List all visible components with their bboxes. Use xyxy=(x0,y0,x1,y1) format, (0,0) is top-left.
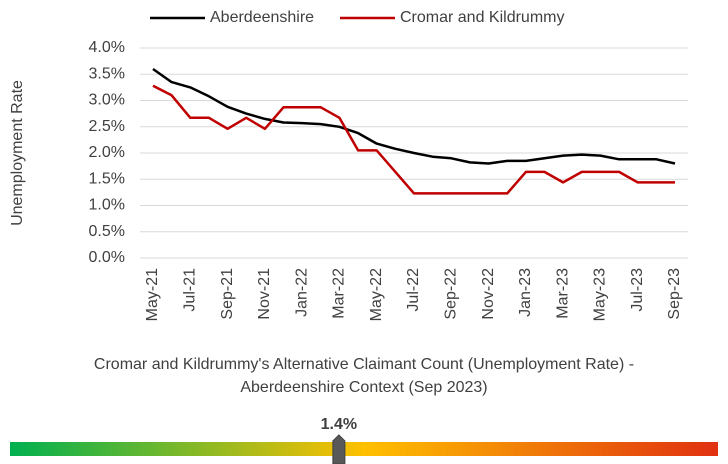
x-tick-label: Sep-23 xyxy=(666,268,683,320)
x-tick-label: Nov-22 xyxy=(480,268,497,320)
legend-label: Aberdeenshire xyxy=(210,9,314,26)
y-tick-label: 1.5% xyxy=(89,170,125,187)
y-tick-label: 0.5% xyxy=(89,223,125,240)
x-tick-label: May-23 xyxy=(592,268,609,321)
y-tick-label: 1.0% xyxy=(89,197,125,214)
gauge-value-label: 1.4% xyxy=(321,416,357,433)
y-tick-label: 0.0% xyxy=(89,249,125,266)
x-tick-label: Mar-23 xyxy=(554,268,571,319)
y-tick-label: 3.0% xyxy=(89,92,125,109)
line-series xyxy=(152,67,676,165)
x-tick-label: Mar-22 xyxy=(331,268,348,319)
x-tick-label: Jul-23 xyxy=(629,268,646,312)
y-tick-label: 2.5% xyxy=(89,118,125,135)
y-tick-label: 4.0% xyxy=(89,39,125,56)
y-tick-label: 2.0% xyxy=(89,144,125,161)
x-tick-label: Sep-21 xyxy=(219,268,236,320)
x-tick-label: Jul-22 xyxy=(405,268,422,312)
x-tick-label: May-21 xyxy=(144,268,161,321)
y-tick-label: 3.5% xyxy=(89,65,125,82)
legend-label: Cromar and Kildrummy xyxy=(400,9,564,26)
line-series xyxy=(152,84,675,195)
x-tick-label: Sep-22 xyxy=(443,268,460,320)
x-tick-label: Jul-21 xyxy=(182,268,199,312)
y-axis-label: Unemployment Rate xyxy=(9,80,26,226)
gauge-title: Aberdeenshire Context (Sep 2023) xyxy=(240,379,487,396)
gauge-marker xyxy=(332,434,346,464)
x-tick-label: Nov-21 xyxy=(256,268,273,320)
gauge-bar xyxy=(10,442,718,456)
gauge-title: Cromar and Kildrummy's Alternative Claim… xyxy=(94,356,634,373)
x-tick-label: Jan-22 xyxy=(293,268,310,317)
x-tick-label: May-22 xyxy=(368,268,385,321)
x-tick-label: Jan-23 xyxy=(517,268,534,317)
